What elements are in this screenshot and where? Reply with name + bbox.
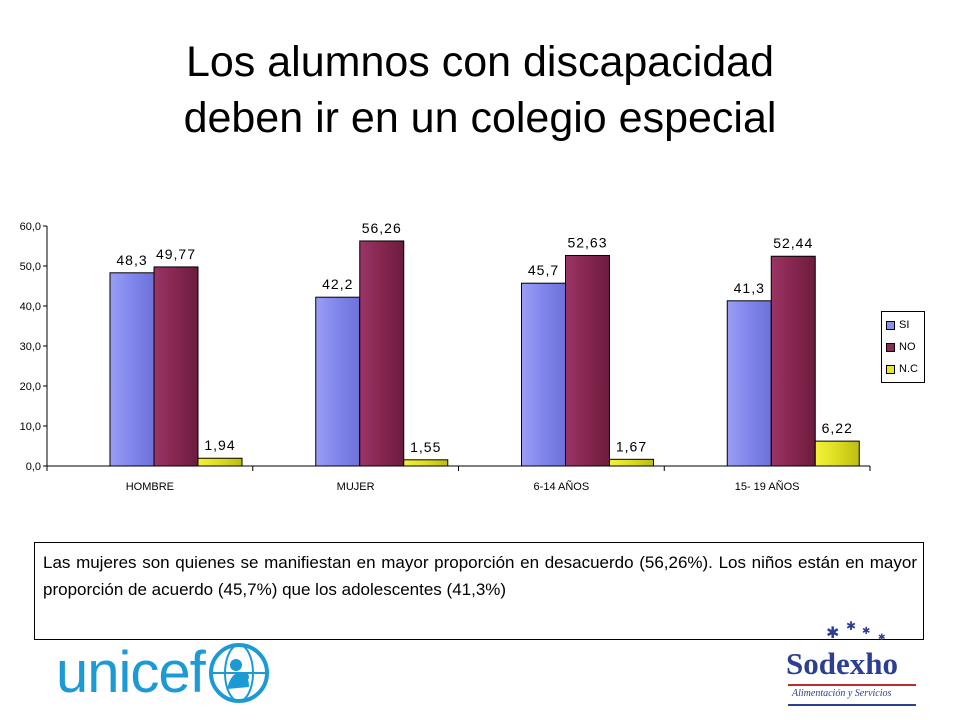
svg-text:✱: ✱ [878,632,886,642]
data-label: 1,94 [204,437,235,453]
y-tick-label: 10,0 [20,421,41,433]
legend-item: N.C [886,362,918,376]
bar-nc [197,457,243,467]
y-tick-label: 50,0 [20,261,41,273]
data-label: 1,55 [410,439,441,455]
chart-legend: SI NO N.C [881,311,925,383]
legend-swatch [886,364,895,374]
legend-item: NO [886,340,916,354]
bar-no [565,254,610,467]
caption-box: Las mujeres son quienes se manifiestan e… [34,542,924,640]
bar-si [109,272,155,467]
data-label: 45,7 [528,262,559,278]
x-tick-label: 6-14 AÑOS [534,480,590,493]
legend-label: SI [899,319,910,331]
bar-nc [403,459,449,467]
y-tick-label: 30,0 [20,341,41,353]
title-line-1: Los alumnos con discapacidad [185,38,775,86]
caption-text: Las mujeres son quienes se manifiestan e… [43,553,917,599]
x-tick-label: MUJER [337,481,375,493]
bar-nc [814,440,860,467]
title-line-2: deben ir en un colegio especial [183,94,777,142]
y-tick-label: 60,0 [20,221,41,233]
bar-si [726,300,772,467]
unicef-wordmark: unicef [56,640,206,705]
unicef-logo: unicef [56,641,271,705]
unicef-emblem-icon [208,643,269,703]
data-label: 6,22 [822,420,853,436]
y-tick-label: 40,0 [20,301,41,313]
legend-swatch [886,342,895,352]
legend-label: N.C [899,363,918,375]
sodexho-blue-line [788,704,916,706]
y-tick-label: 20,0 [20,381,41,393]
x-tick-label: 15- 19 AÑOS [735,480,800,493]
sodexho-wordmark: Sodexho [786,646,898,681]
y-tick-label: 0,0 [26,461,41,473]
legend-swatch [886,320,895,330]
legend-label: NO [899,341,916,353]
svg-text:✱: ✱ [862,626,870,637]
data-label: 56,26 [362,220,402,236]
data-label: 1,67 [616,438,647,454]
bar-no [153,266,199,467]
sodexho-tagline: Alimentación y Servicios [792,688,892,699]
sodexho-red-line [788,684,916,686]
data-label: 42,2 [322,276,353,292]
slide-title: Los alumnos con discapacidad deben ir en… [0,34,960,146]
x-tick-label: HOMBRE [126,481,174,493]
svg-text:✱: ✱ [826,625,839,642]
sodexho-logo: ✱ ✱ ✱ ✱ Sodexho Alimentación y Servicios [786,616,926,716]
svg-text:✱: ✱ [846,619,856,633]
data-label: 52,63 [567,234,607,250]
bar-no [770,255,816,467]
bar-si [315,296,361,467]
bar-no [359,240,405,467]
data-label: 41,3 [734,280,765,296]
bar-si [521,282,566,467]
data-label: 48,3 [116,252,147,268]
data-label: 52,44 [773,235,813,251]
stars-icon: ✱ ✱ ✱ ✱ [826,619,886,642]
legend-item: SI [886,318,909,332]
bar-nc [609,458,654,467]
data-label: 49,77 [156,246,196,262]
